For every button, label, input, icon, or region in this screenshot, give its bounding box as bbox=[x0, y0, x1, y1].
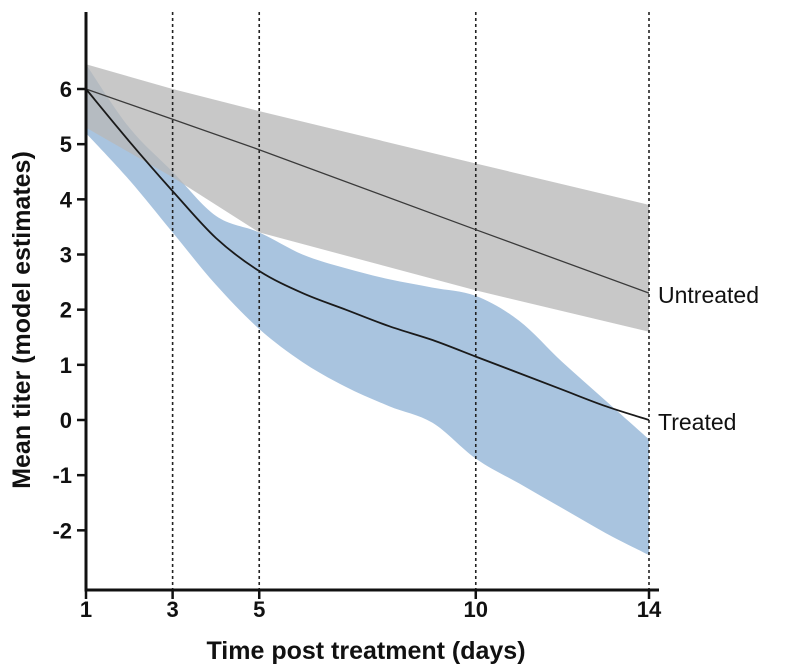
y-tick-label: 4 bbox=[60, 187, 73, 212]
y-ticks: 6 5 4 3 2 1 0 -1 -2 bbox=[52, 77, 86, 543]
treated-label: Treated bbox=[658, 409, 736, 435]
y-tick-label: 0 bbox=[60, 408, 72, 433]
untreated-label: Untreated bbox=[658, 282, 759, 308]
series-labels: Untreated Treated bbox=[658, 282, 759, 435]
y-axis-title: Mean titer (model estimates) bbox=[8, 151, 36, 489]
x-ticks: 1 3 5 10 14 bbox=[80, 590, 662, 622]
y-tick-label: 5 bbox=[60, 132, 72, 157]
y-tick-label: -2 bbox=[52, 518, 72, 543]
x-axis-title: Time post treatment (days) bbox=[206, 637, 525, 665]
axes bbox=[84, 12, 659, 592]
y-tick-label: 6 bbox=[60, 77, 72, 102]
x-tick-label: 5 bbox=[253, 597, 265, 622]
y-tick-label: 3 bbox=[60, 243, 72, 268]
y-tick-label: 1 bbox=[60, 353, 72, 378]
untreated-confidence-band bbox=[86, 64, 649, 332]
x-tick-label: 1 bbox=[80, 597, 92, 622]
x-tick-label: 14 bbox=[637, 597, 662, 622]
untreated-line bbox=[85, 88, 650, 294]
y-tick-label: 2 bbox=[60, 298, 72, 323]
series-lines bbox=[85, 88, 650, 421]
y-tick-label: -1 bbox=[52, 463, 72, 488]
reference-lines bbox=[171, 12, 650, 590]
treated-confidence-band bbox=[86, 64, 649, 556]
x-tick-label: 10 bbox=[464, 597, 488, 622]
x-tick-label: 3 bbox=[166, 597, 178, 622]
confidence-bands bbox=[86, 64, 649, 556]
treated-line bbox=[85, 88, 650, 421]
